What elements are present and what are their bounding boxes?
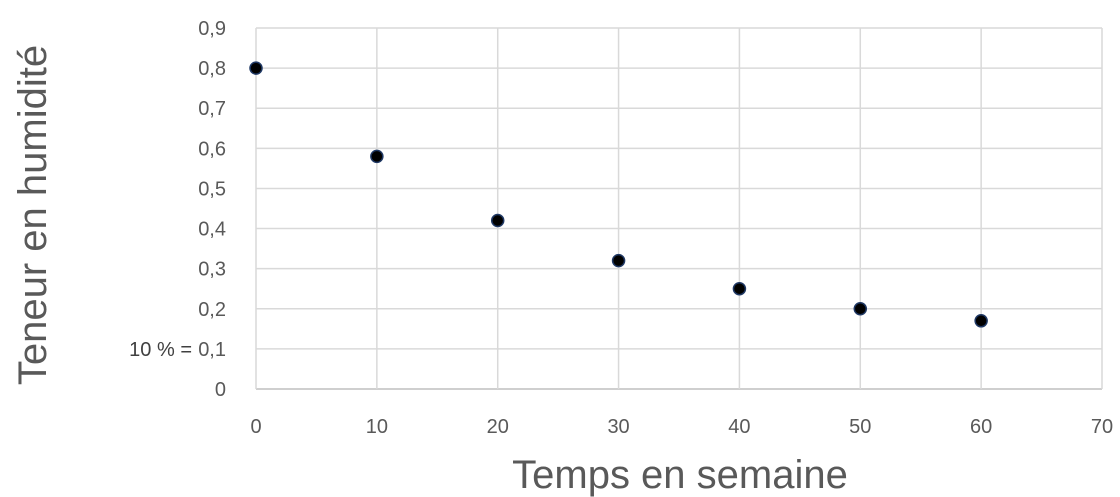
- y-tick-label: 0,3: [198, 259, 226, 281]
- y-tick-label: 0: [215, 379, 226, 401]
- x-tick-label: 60: [970, 416, 992, 438]
- y-tick-label: 0,5: [198, 178, 226, 200]
- data-points: [249, 61, 988, 328]
- data-point: [490, 213, 505, 228]
- x-tick-label: 10: [366, 416, 388, 438]
- grid: [255, 27, 1103, 390]
- data-point: [611, 253, 626, 268]
- x-tick-label: 50: [849, 416, 871, 438]
- x-tick-label: 70: [1091, 416, 1113, 438]
- x-tick-label: 20: [487, 416, 509, 438]
- y-tick-label: 0,2: [198, 299, 226, 321]
- x-tick-label: 30: [607, 416, 629, 438]
- y-tick-label: 0,6: [198, 138, 226, 160]
- ten-percent-annotation: 10 % =: [129, 339, 192, 361]
- y-tick-label: 0,8: [198, 58, 226, 80]
- data-point: [249, 61, 263, 75]
- data-point: [370, 149, 384, 164]
- data-point: [732, 281, 747, 296]
- y-tick-label: 0,9: [198, 18, 226, 40]
- y-tick-label: 0,1: [198, 339, 226, 361]
- y-tick-label: 0,7: [198, 98, 226, 120]
- data-point: [974, 314, 988, 328]
- y-axis-title: Teneur en humidité: [11, 45, 55, 385]
- x-tick-label: 0: [250, 416, 261, 438]
- x-tick-labels: 0 10 20 30 40 50 60 70: [250, 416, 1113, 438]
- y-tick-label: 0,4: [198, 219, 226, 241]
- x-axis-title: Temps en semaine: [512, 453, 848, 497]
- y-tick-labels: 0 0,1 0,2 0,3 0,4 0,5 0,6 0,7 0,8 0,9: [198, 18, 226, 401]
- data-point: [853, 302, 868, 316]
- x-tick-label: 40: [728, 416, 750, 438]
